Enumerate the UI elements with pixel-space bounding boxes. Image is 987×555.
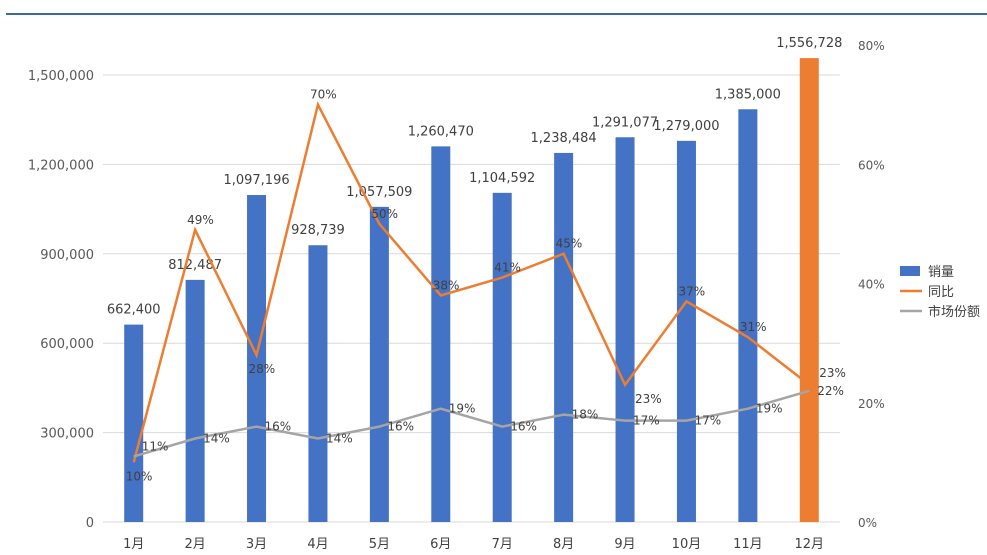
share-label: 17% xyxy=(694,414,721,428)
bar-9月 xyxy=(615,137,635,523)
x-axis-tick: 11月 xyxy=(733,537,763,552)
bar-label: 812,487 xyxy=(168,258,222,273)
left-axis-tick: 900,000 xyxy=(40,248,94,263)
share-label: 19% xyxy=(449,402,476,416)
bar-12月 xyxy=(799,58,819,522)
share-label: 14% xyxy=(203,432,230,446)
yoy-label: 23% xyxy=(819,366,846,380)
bar-label: 1,057,509 xyxy=(346,185,412,200)
bar-2月 xyxy=(185,279,205,522)
bar-1月 xyxy=(124,324,144,522)
yoy-line xyxy=(132,101,811,463)
share-label: 16% xyxy=(510,420,537,434)
share-line xyxy=(133,389,810,458)
yoy-label: 70% xyxy=(310,88,337,102)
share-label: 11% xyxy=(142,439,169,453)
right-axis-tick: 0% xyxy=(858,516,877,530)
share-label: 22% xyxy=(817,384,844,398)
share-label: 16% xyxy=(265,420,292,434)
x-axis-tick: 1月 xyxy=(123,537,144,552)
x-axis-tick: 6月 xyxy=(430,537,451,552)
left-axis-tick: 600,000 xyxy=(40,337,94,352)
yoy-label: 23% xyxy=(635,392,662,406)
bar-label: 1,291,077 xyxy=(592,115,658,130)
legend-item: 销量 xyxy=(928,265,954,280)
bar-8月 xyxy=(554,152,574,522)
right-axis-tick: 40% xyxy=(858,278,885,292)
left-axis-tick: 0 xyxy=(86,516,94,531)
bar-label: 1,385,000 xyxy=(715,87,781,102)
header-rule xyxy=(6,13,987,15)
bar-10月 xyxy=(676,140,696,522)
right-axis-tick: 60% xyxy=(858,158,885,172)
x-axis-tick: 8月 xyxy=(553,537,574,552)
bar-3月 xyxy=(247,195,267,523)
right-axis-tick: 80% xyxy=(858,39,885,53)
bar-6月 xyxy=(431,146,451,522)
yoy-label: 37% xyxy=(678,284,705,298)
x-axis-tick: 2月 xyxy=(184,537,205,552)
x-axis-tick: 5月 xyxy=(369,537,390,552)
x-axis-tick: 4月 xyxy=(307,537,328,552)
yoy-label: 10% xyxy=(126,469,153,483)
bar-11月 xyxy=(738,109,758,523)
share-label: 16% xyxy=(387,420,414,434)
bar-label: 1,260,470 xyxy=(408,124,474,139)
bar-label: 928,739 xyxy=(291,223,345,238)
right-axis-tick: 20% xyxy=(858,397,885,411)
x-axis-tick: 3月 xyxy=(246,537,267,552)
x-axis-tick: 7月 xyxy=(492,537,513,552)
left-axis-tick: 1,200,000 xyxy=(28,158,94,173)
yoy-label: 45% xyxy=(556,237,583,251)
bar-label: 1,279,000 xyxy=(653,119,719,134)
bar-label: 662,400 xyxy=(107,303,161,318)
share-label: 17% xyxy=(633,414,660,428)
yoy-label: 38% xyxy=(433,278,460,292)
legend-item: 市场份额 xyxy=(928,304,980,320)
legend-item: 同比 xyxy=(928,285,954,300)
x-axis-tick: 10月 xyxy=(672,537,702,552)
share-label: 19% xyxy=(756,402,783,416)
x-axis-tick: 12月 xyxy=(795,537,825,552)
bar-label: 1,097,196 xyxy=(223,173,289,188)
yoy-label: 41% xyxy=(494,261,521,275)
bar-4月 xyxy=(308,245,328,522)
bar-5月 xyxy=(369,206,389,523)
bar-7月 xyxy=(492,192,512,522)
left-axis-tick: 1,500,000 xyxy=(28,69,94,84)
yoy-label: 31% xyxy=(740,320,767,334)
bar-label: 1,238,484 xyxy=(531,131,597,146)
x-axis-tick: 9月 xyxy=(614,537,635,552)
yoy-label: 49% xyxy=(187,213,214,227)
left-axis-tick: 300,000 xyxy=(40,427,94,442)
legend-swatch-sales xyxy=(900,266,920,276)
yoy-label: 28% xyxy=(249,362,276,376)
share-label: 18% xyxy=(572,408,599,422)
bar-label: 1,556,728 xyxy=(776,36,842,51)
bar-label: 1,104,592 xyxy=(469,171,535,186)
share-label: 14% xyxy=(326,432,353,446)
yoy-label: 50% xyxy=(371,207,398,221)
